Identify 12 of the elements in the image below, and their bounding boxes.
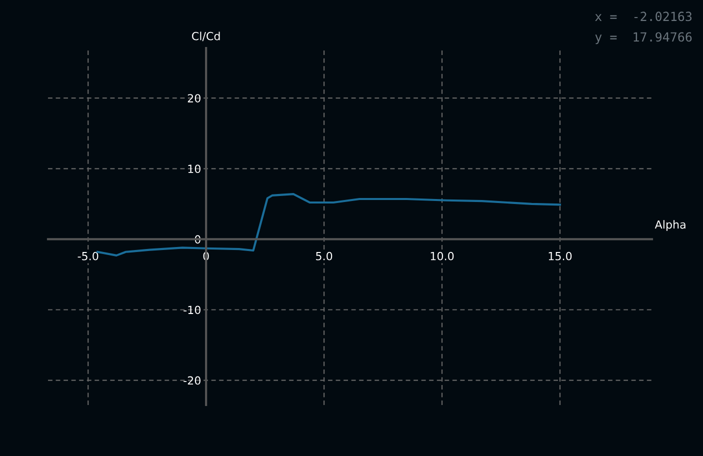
x-axis-title: Alpha xyxy=(654,220,686,231)
y-tick-label: 20 xyxy=(188,94,200,102)
x-tick-label: 10.0 xyxy=(430,252,454,260)
x-tick-label: 15.0 xyxy=(548,252,572,260)
x-tick-label: -5.0 xyxy=(78,252,98,260)
x-tick-label: 5.0 xyxy=(316,252,332,260)
text: x = -2.02163 xyxy=(595,12,692,22)
y-tick-label: -20 xyxy=(184,376,200,385)
y-tick-label: 10 xyxy=(188,164,200,174)
y-axis-title: Cl/Cd xyxy=(192,32,220,42)
y-tick-label: -10 xyxy=(184,306,200,314)
text: y = 17.94766 xyxy=(595,32,692,44)
